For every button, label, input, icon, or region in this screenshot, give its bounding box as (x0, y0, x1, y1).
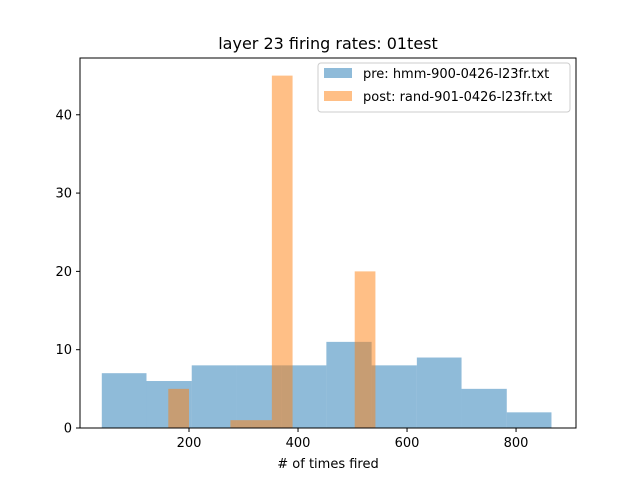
x-axis-label: # of times fired (277, 457, 378, 472)
legend-swatch-post (324, 91, 352, 101)
legend-label-pre: pre: hmm-900-0426-l23fr.txt (363, 67, 549, 82)
histogram-bar-series-0-bin-0 (101, 373, 147, 428)
x-tick-label: 400 (286, 436, 311, 451)
histogram-bar-series-1-bin-3 (230, 420, 252, 428)
histogram-bar-series-0-bin-9 (506, 412, 552, 428)
histogram-bar-series-1-bin-9 (354, 271, 376, 428)
legend-swatch-pre (324, 68, 352, 78)
x-tick-label: 800 (504, 436, 529, 451)
histogram-bar-series-0-bin-2 (191, 365, 237, 428)
y-tick-label: 0 (64, 422, 72, 437)
x-tick-label: 600 (395, 436, 420, 451)
y-tick-label: 20 (55, 265, 72, 280)
legend: pre: hmm-900-0426-l23fr.txt post: rand-9… (317, 62, 571, 113)
histogram-bar-series-1-bin-0 (168, 388, 190, 428)
x-tick-label: 200 (177, 436, 202, 451)
histogram-bar-series-1-bin-5 (271, 75, 293, 428)
ticks-layer: 200 400 600 800 0 10 20 30 40 (55, 108, 528, 451)
plot-area-frame (79, 57, 577, 429)
histogram-bar-series-0-bin-7 (416, 357, 462, 428)
y-tick-label: 30 (55, 187, 72, 202)
histogram-bar-series-0-bin-8 (461, 388, 507, 428)
histogram-bar-series-1-bin-4 (251, 420, 272, 428)
y-tick-label: 40 (55, 108, 72, 123)
histogram-bar-series-0-bin-6 (371, 365, 417, 428)
bars-layer (101, 75, 552, 428)
legend-label-post: post: rand-901-0426-l23fr.txt (363, 90, 552, 105)
y-tick-label: 10 (55, 343, 72, 358)
chart-title: layer 23 firing rates: 01test (218, 34, 438, 53)
legend-box (317, 62, 571, 113)
